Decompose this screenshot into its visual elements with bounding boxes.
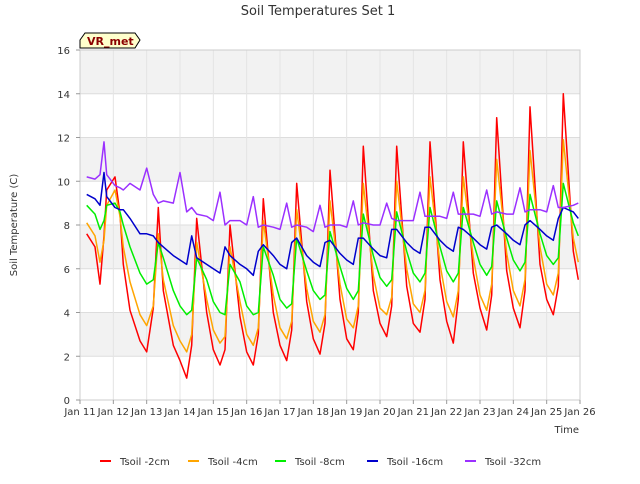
legend-label: Tsoil -4cm: [207, 457, 258, 468]
station-badge: VR_met: [79, 32, 141, 49]
chart-title: Soil Temperatures Set 1: [241, 4, 396, 19]
series-lines: [86, 93, 580, 379]
x-axis-ticks: Jan 11 Jan 12 Jan 13 Jan 14 Jan 15 Jan 16 Jan …: [63, 400, 596, 418]
series-line-tsoil-8cm: [86, 182, 580, 316]
x-axis-label: Time: [554, 425, 579, 436]
x-tick-label: Jan 20: [363, 407, 395, 418]
x-tick-label: Jan 22: [430, 407, 462, 418]
y-tick-label: 14: [57, 90, 70, 101]
legend-item: Tsoil -8cm: [275, 457, 345, 468]
y-tick-label: 6: [64, 265, 70, 276]
legend-item: Tsoil -4cm: [188, 457, 258, 468]
x-tick-label: Jan 15: [197, 407, 229, 418]
x-tick-label: Jan 17: [263, 407, 295, 418]
y-tick-label: 4: [64, 309, 70, 320]
plot-band: [80, 50, 580, 94]
x-tick-label: Jan 19: [330, 407, 362, 418]
y-tick-label: 0: [64, 396, 70, 407]
y-tick-label: 16: [57, 46, 70, 57]
x-tick-label: Jan 21: [397, 407, 429, 418]
x-tick-label: Jan 13: [130, 407, 162, 418]
y-axis-ticks: 0 2 4 6 8 10 12 14 16: [57, 46, 80, 407]
plot-band: [80, 93, 580, 138]
y-tick-label: 12: [57, 134, 70, 145]
x-tick-label: Jan 18: [297, 407, 329, 418]
legend-label: Tsoil -32cm: [484, 457, 541, 468]
legend-label: Tsoil -2cm: [119, 457, 170, 468]
y-tick-label: 10: [57, 177, 70, 188]
x-tick-label: Jan 16: [230, 407, 262, 418]
legend-item: Tsoil -16cm: [367, 457, 443, 468]
legend-item: Tsoil -32cm: [465, 457, 541, 468]
station-badge-box: [79, 32, 141, 49]
x-tick-label: Jan 25: [530, 407, 562, 418]
series-line-tsoil-32cm: [86, 141, 579, 233]
legend-label: Tsoil -16cm: [386, 457, 443, 468]
x-tick-label: Jan 23: [463, 407, 495, 418]
x-tick-label: Jan 12: [97, 407, 129, 418]
legend: Tsoil -2cm Tsoil -4cm Tsoil -8cm Tsoil -16c…: [100, 457, 541, 468]
plot-band: [80, 312, 580, 357]
y-axis-label: Soil Temperature (C): [9, 174, 20, 277]
x-tick-label: Jan 26: [563, 407, 595, 418]
plot-band: [80, 356, 580, 400]
legend-item: Tsoil -2cm: [100, 457, 170, 468]
x-tick-label: Jan 14: [163, 407, 195, 418]
x-tick-label: Jan 11: [63, 407, 95, 418]
y-tick-label: 8: [64, 221, 70, 232]
y-tick-label: 2: [64, 352, 70, 363]
station-badge-label: VR_met: [87, 35, 134, 48]
legend-label: Tsoil -8cm: [294, 457, 345, 468]
x-tick-label: Jan 24: [497, 407, 529, 418]
series-line-tsoil-16cm: [86, 171, 579, 277]
